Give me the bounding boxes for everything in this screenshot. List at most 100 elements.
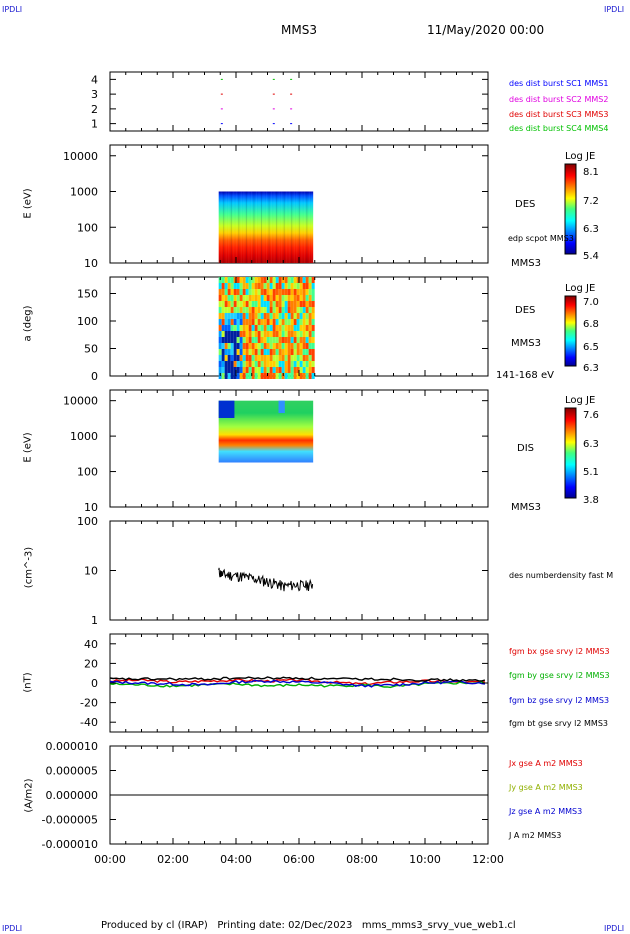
- des-pitch-cell: [311, 307, 315, 313]
- des-pitch-cell: [287, 283, 291, 289]
- des-pitch-cell: [281, 349, 285, 355]
- des-pitch-cell: [290, 295, 294, 301]
- des-pitch-cell: [224, 289, 228, 295]
- des-pitch-cell: [230, 313, 234, 319]
- des-pitch-cell: [275, 289, 279, 295]
- des-pitch-cell: [254, 331, 258, 337]
- des-pitch-cell: [224, 373, 228, 379]
- des-pitch-cell: [260, 337, 264, 343]
- des-pitch-cell: [269, 295, 273, 301]
- des-pitch-cell: [254, 319, 258, 325]
- burst-ytick-label: 2: [91, 103, 98, 116]
- des-pitch-cell: [236, 301, 240, 307]
- des-pitch-cell: [248, 355, 252, 361]
- des-pitch-cell: [281, 331, 285, 337]
- des-pitch-cell: [263, 337, 267, 343]
- des-pitch-cell: [296, 289, 300, 295]
- des-pitch-cell: [248, 373, 252, 379]
- des-pitch-cell: [218, 307, 222, 313]
- des-pitch-cell: [281, 307, 285, 313]
- des-pitch-cell: [224, 319, 228, 325]
- des-pitch-cell: [227, 289, 231, 295]
- des-pitch-cell: [236, 313, 240, 319]
- des-pitch-cell: [251, 367, 255, 373]
- des-pitch-cell: [269, 337, 273, 343]
- des-pitch-energy-band: 141-168 eV: [496, 370, 554, 381]
- des-pitch-cell: [251, 277, 255, 283]
- des-pitch-cell: [299, 331, 303, 337]
- des-pitch-cell: [254, 313, 258, 319]
- des-pitch-cell: [263, 343, 267, 349]
- des-pitch-cell: [230, 331, 234, 337]
- des-pitch-cell: [287, 295, 291, 301]
- des-pitch-cell: [308, 277, 312, 283]
- des-pitch-cell: [221, 337, 225, 343]
- des-pitch-cell: [272, 283, 276, 289]
- des-pitch-cell: [287, 301, 291, 307]
- burst-ytick-label: 4: [91, 73, 98, 86]
- des-pitch-cell: [272, 373, 276, 379]
- des-pitch-cell: [263, 349, 267, 355]
- time-tick-label: 08:00: [346, 853, 378, 866]
- des-pitch-cell: [284, 283, 288, 289]
- des-pitch-cell: [263, 277, 267, 283]
- des-pitch-cell: [221, 319, 225, 325]
- des-pitch-cell: [296, 349, 300, 355]
- des-pitch-cell: [242, 367, 246, 373]
- des-pitch-cell: [239, 283, 243, 289]
- des-energy-scpot-label: edp scpot MMS3: [508, 234, 574, 243]
- des-pitch-cell: [272, 343, 276, 349]
- des-pitch-cell: [239, 325, 243, 331]
- des-pitch-cell: [287, 361, 291, 367]
- des-pitch-cell: [221, 373, 225, 379]
- des-pitch-cell: [227, 325, 231, 331]
- current-ytick-label: -0.000005: [42, 814, 98, 827]
- des-pitch-cell: [284, 301, 288, 307]
- time-tick-label: 00:00: [94, 853, 126, 866]
- des-pitch-cbar-tick-4: 6.3: [583, 363, 599, 374]
- des-pitch-cell: [290, 355, 294, 361]
- des-pitch-cell: [305, 355, 309, 361]
- des-pitch-cell: [275, 313, 279, 319]
- des-pitch-cell: [296, 367, 300, 373]
- des-pitch-cell: [278, 289, 282, 295]
- des-pitch-cell: [302, 355, 306, 361]
- des-pitch-cell: [293, 289, 297, 295]
- des-pitch-cell: [302, 331, 306, 337]
- des-pitch-cell: [305, 349, 309, 355]
- des-pitch-cell: [236, 307, 240, 313]
- footer-credit: Produced by cl (IRAP) Printing date: 02/…: [101, 920, 516, 931]
- des-pitch-cell: [266, 277, 270, 283]
- des-pitch-cell: [305, 295, 309, 301]
- dis-energy-colorbar: [564, 407, 577, 499]
- des-pitch-cell: [263, 367, 267, 373]
- des-pitch-cell: [236, 289, 240, 295]
- des-pitch-cell: [284, 331, 288, 337]
- des-pitch-cell: [278, 325, 282, 331]
- des-pitch-cell: [239, 343, 243, 349]
- des-pitch-cell: [230, 361, 234, 367]
- des-pitch-cell: [230, 307, 234, 313]
- des-pitch-cell: [221, 325, 225, 331]
- des-pitch-cell: [269, 313, 273, 319]
- des-pitch-cell: [287, 337, 291, 343]
- des-pitch-cell: [224, 295, 228, 301]
- des-pitch-cell: [227, 313, 231, 319]
- des-pitch-cell: [239, 355, 243, 361]
- des-pitch-cell: [272, 367, 276, 373]
- des-pitch-cell: [245, 349, 249, 355]
- des-pitch-cell: [236, 349, 240, 355]
- des-pitch-cell: [239, 373, 243, 379]
- des-pitch-cell: [299, 367, 303, 373]
- des-pitch-cell: [308, 283, 312, 289]
- des-pitch-cell: [257, 307, 261, 313]
- des-pitch-cell: [230, 373, 234, 379]
- des-pitch-cell: [230, 289, 234, 295]
- current-legend-jx: Jx gse A m2 MMS3: [509, 759, 583, 768]
- des-pitch-cell: [254, 301, 258, 307]
- des-pitch-cell: [308, 289, 312, 295]
- des-pitch-cell: [218, 361, 222, 367]
- des-pitch-cell: [275, 349, 279, 355]
- des-pitch-cell: [236, 331, 240, 337]
- des-pitch-cbar-tick-2: 6.8: [583, 319, 599, 330]
